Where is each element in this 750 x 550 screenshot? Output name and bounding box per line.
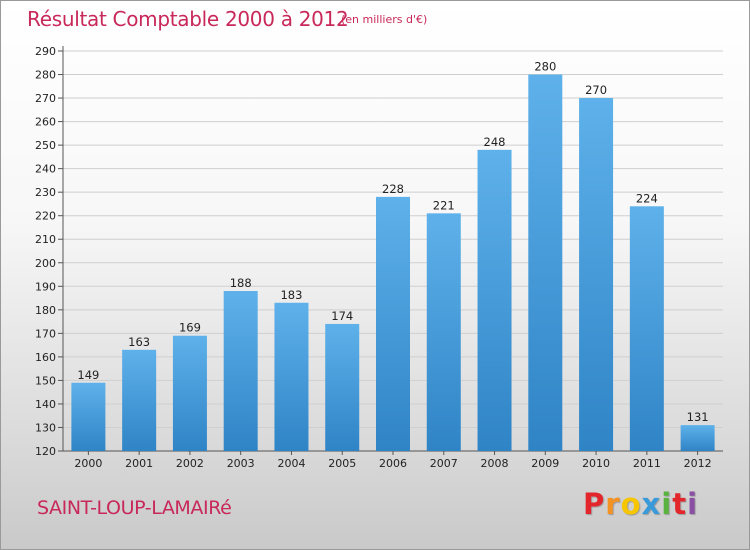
x-tick-label-2001: 2001 bbox=[125, 457, 153, 470]
bar-2011 bbox=[629, 206, 664, 451]
y-tick-label: 150 bbox=[35, 374, 56, 387]
data-label-2002: 169 bbox=[179, 321, 201, 335]
bar-2000 bbox=[71, 382, 106, 451]
y-tick-label: 290 bbox=[35, 45, 56, 58]
data-label-2008: 248 bbox=[484, 135, 506, 149]
x-tick-label-2009: 2009 bbox=[531, 457, 559, 470]
y-tick-label: 130 bbox=[35, 421, 56, 434]
logo-letter: P bbox=[583, 487, 606, 521]
data-label-2000: 149 bbox=[77, 368, 99, 382]
bar-2003 bbox=[223, 291, 258, 451]
bar-2002 bbox=[172, 335, 207, 451]
y-tick-label: 260 bbox=[35, 116, 56, 129]
y-tick-label: 210 bbox=[35, 233, 56, 246]
x-tick-label-2003: 2003 bbox=[227, 457, 255, 470]
bar-2012 bbox=[680, 425, 715, 451]
bar-2004 bbox=[274, 302, 309, 451]
bar-2001 bbox=[122, 349, 157, 451]
axis-layer: 120 130 140 150 160 170 180 190 200 210 220 230 240 2… bbox=[35, 45, 723, 470]
x-tick-label-2007: 2007 bbox=[430, 457, 458, 470]
y-tick-label: 220 bbox=[35, 210, 56, 223]
unit-note: (en milliers d'€) bbox=[341, 13, 428, 26]
y-tick-label: 230 bbox=[35, 186, 56, 199]
y-tick-label: 240 bbox=[35, 163, 56, 176]
y-tick-label: 190 bbox=[35, 280, 56, 293]
data-label-2011: 224 bbox=[636, 191, 658, 205]
data-label-2005: 174 bbox=[331, 309, 353, 323]
logo-letter: o bbox=[620, 487, 642, 521]
bar-2009 bbox=[528, 74, 563, 451]
chart-title: Résultat Comptable 2000 à 2012 bbox=[27, 7, 349, 31]
data-label-2007: 221 bbox=[433, 198, 455, 212]
data-label-2009: 280 bbox=[534, 60, 556, 74]
y-tick-label: 140 bbox=[35, 398, 56, 411]
x-tick-label-2004: 2004 bbox=[277, 457, 305, 470]
x-tick-label-2005: 2005 bbox=[328, 457, 356, 470]
data-label-2010: 270 bbox=[585, 83, 607, 97]
data-label-2006: 228 bbox=[382, 182, 404, 196]
data-label-2001: 163 bbox=[128, 335, 150, 349]
bar-2006 bbox=[376, 196, 410, 451]
y-tick-label: 280 bbox=[35, 69, 56, 82]
x-tick-label-2006: 2006 bbox=[379, 457, 407, 470]
logo-letter: i bbox=[661, 487, 673, 521]
bar-2010 bbox=[579, 98, 614, 451]
x-tick-label-2000: 2000 bbox=[74, 457, 102, 470]
y-tick-label: 170 bbox=[35, 327, 56, 340]
y-tick-label: 250 bbox=[35, 139, 56, 152]
data-label-2003: 188 bbox=[230, 276, 252, 290]
y-tick-label: 200 bbox=[35, 257, 56, 270]
x-tick-label-2012: 2012 bbox=[684, 457, 712, 470]
bar-layer: 149 163 169 188 183 174 228 221 248 280 270 224 131 bbox=[71, 60, 715, 451]
logo-letter: x bbox=[641, 487, 662, 521]
x-tick-label-2008: 2008 bbox=[481, 457, 509, 470]
bar-2005 bbox=[325, 323, 360, 451]
commune-name: SAINT-LOUP-LAMAIRé bbox=[37, 497, 232, 519]
y-tick-label: 120 bbox=[35, 445, 56, 458]
y-tick-label: 180 bbox=[35, 304, 56, 317]
bar-2008 bbox=[477, 149, 512, 451]
data-label-2012: 131 bbox=[687, 410, 709, 424]
logo-letter: t bbox=[672, 487, 688, 521]
bar-2007 bbox=[426, 213, 461, 451]
x-tick-label-2011: 2011 bbox=[633, 457, 661, 470]
data-label-2004: 183 bbox=[280, 288, 302, 302]
x-tick-label-2002: 2002 bbox=[176, 457, 204, 470]
proxiti-logo: Proxiti bbox=[583, 487, 698, 521]
y-tick-label: 160 bbox=[35, 351, 56, 364]
logo-letter: r bbox=[605, 487, 621, 521]
y-tick-label: 270 bbox=[35, 92, 56, 105]
x-tick-label-2010: 2010 bbox=[582, 457, 610, 470]
logo-letter: i bbox=[687, 487, 699, 521]
